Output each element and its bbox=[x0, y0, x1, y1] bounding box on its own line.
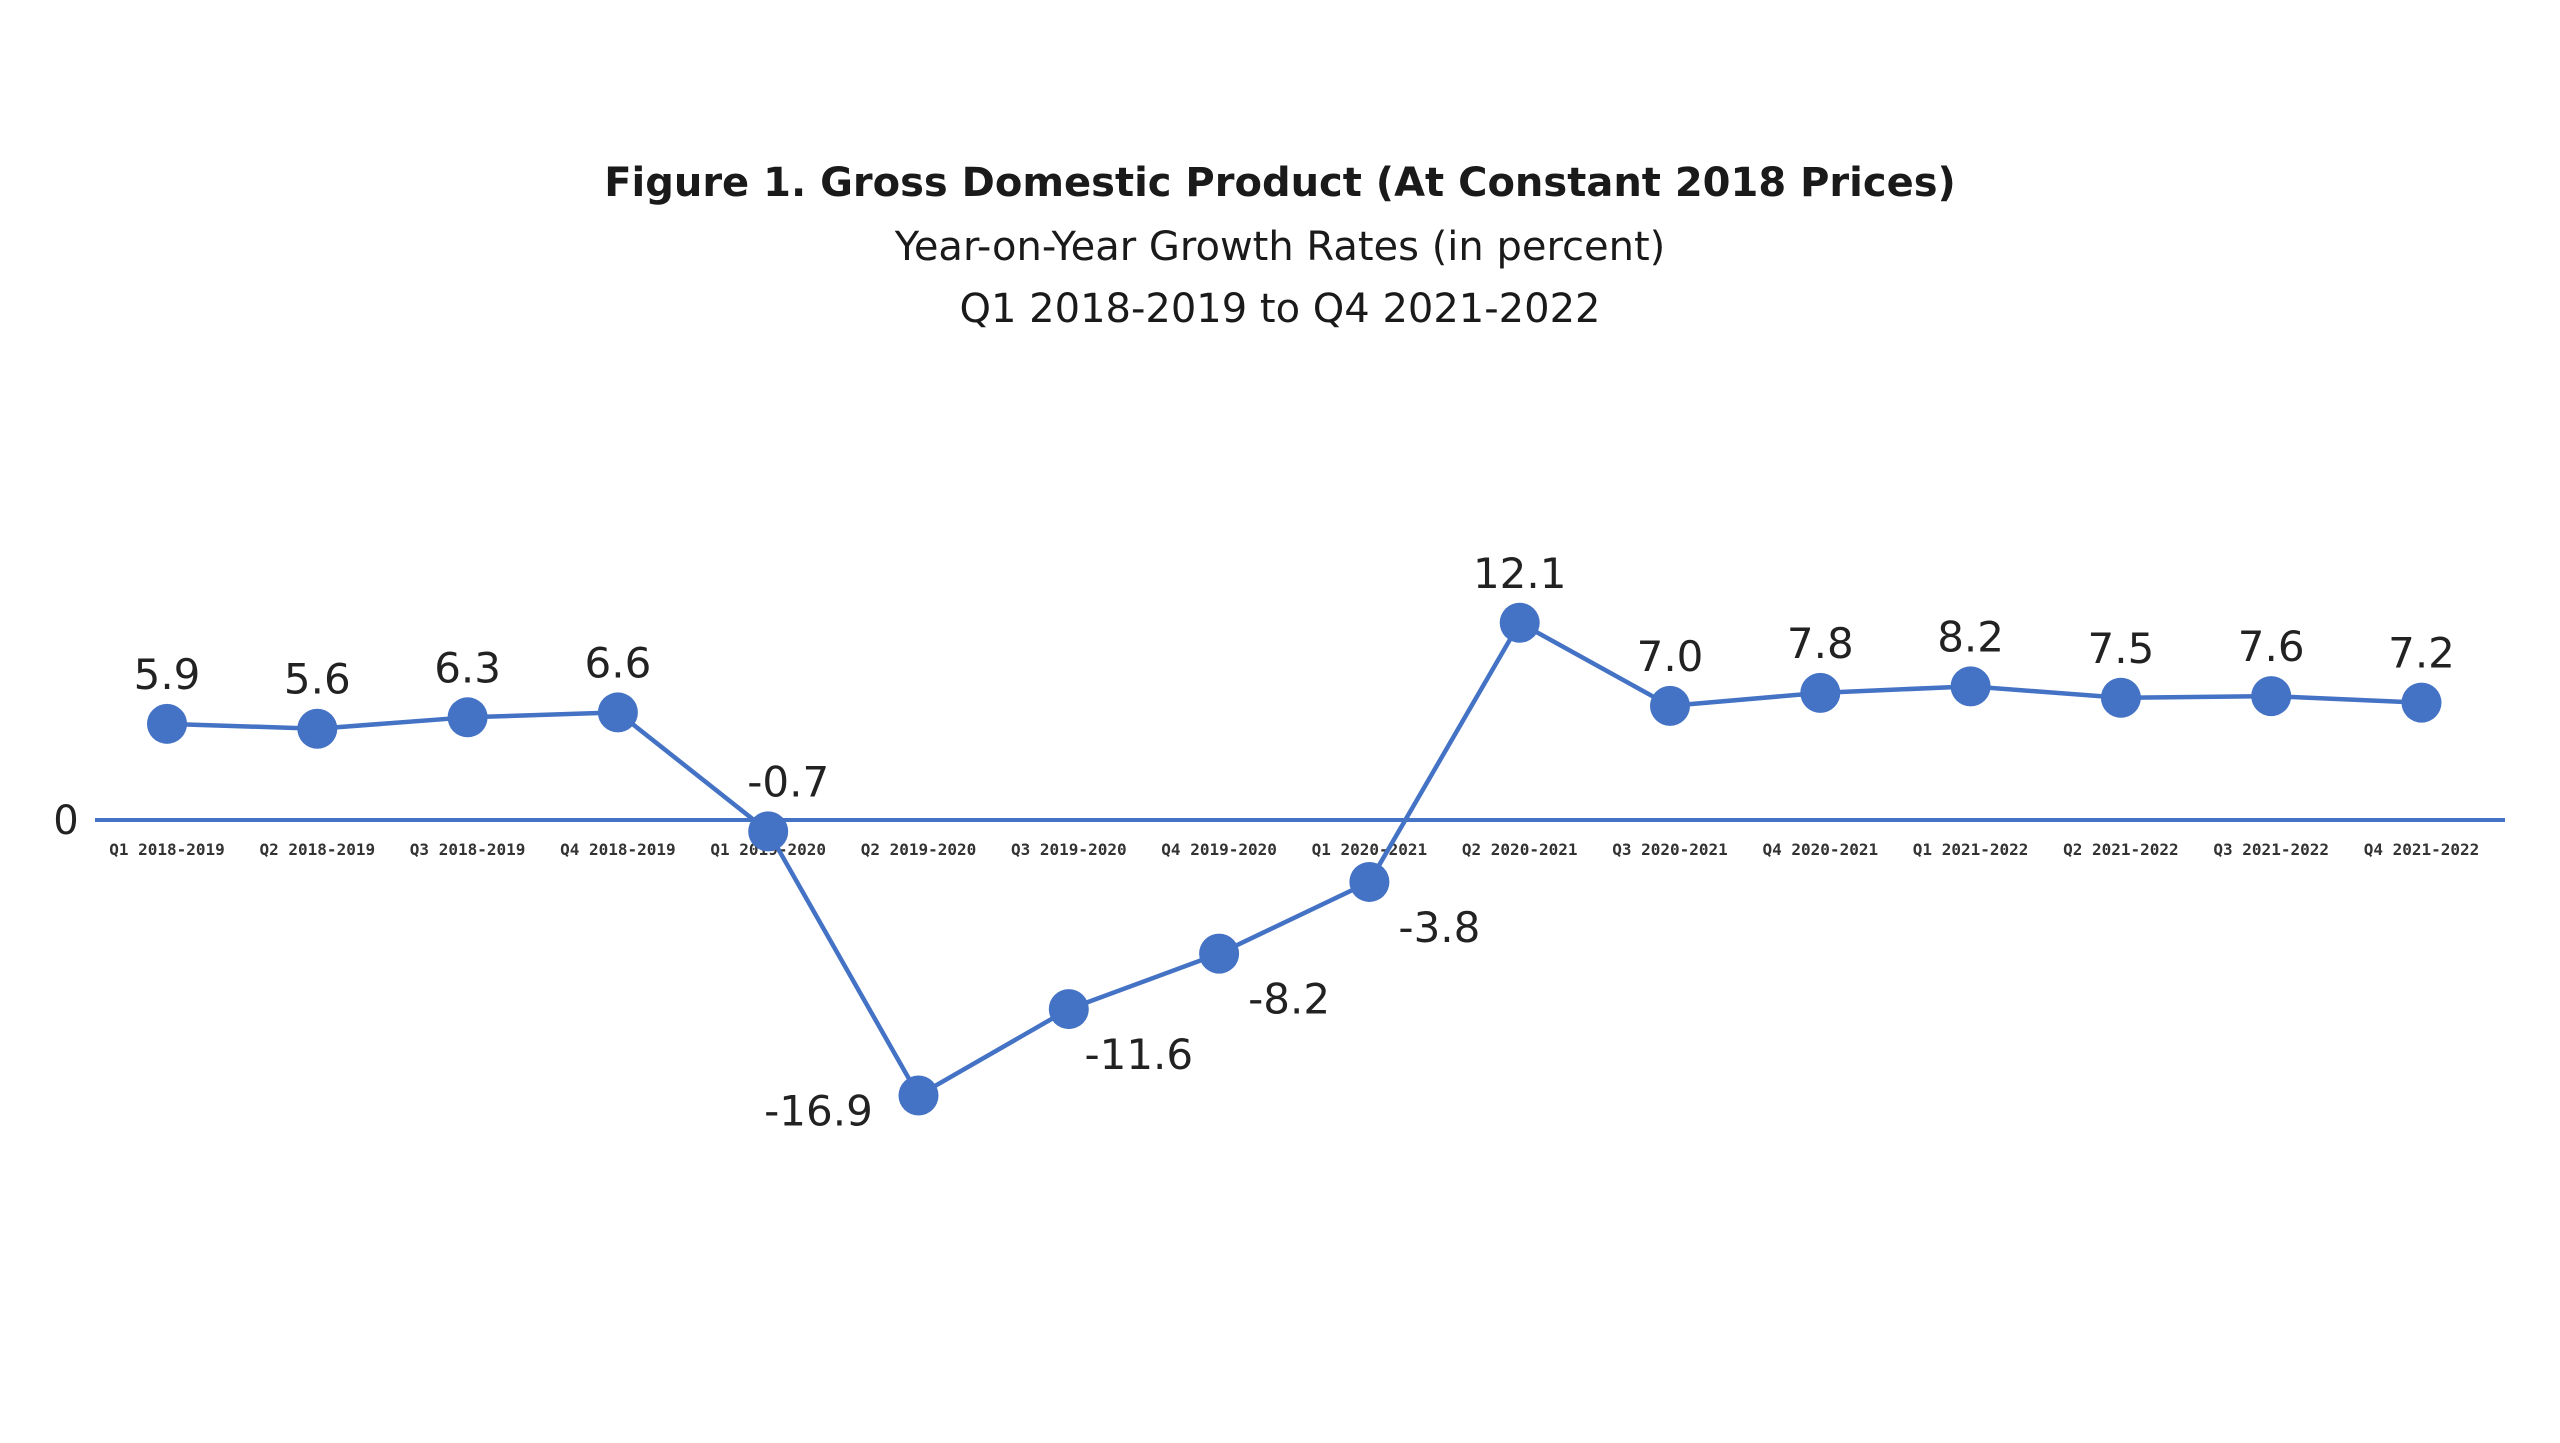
chart-subtitle-period: Q1 2018-2019 to Q4 2021-2022 bbox=[959, 286, 1601, 332]
data-point bbox=[597, 692, 638, 733]
x-tick-label: Q3 2021-2022 bbox=[2213, 840, 2329, 859]
data-label: 7.6 bbox=[2238, 622, 2305, 671]
data-point bbox=[1650, 685, 1690, 726]
y-axis-zero-label: 0 bbox=[53, 798, 78, 844]
data-label: 7.5 bbox=[2088, 624, 2155, 673]
data-label: 7.0 bbox=[1637, 632, 1704, 681]
x-tick-label: Q4 2018-2019 bbox=[560, 840, 676, 859]
data-point bbox=[898, 1075, 939, 1116]
data-point bbox=[1950, 666, 1991, 707]
x-tick-label: Q3 2020-2021 bbox=[1612, 840, 1728, 859]
data-point bbox=[1499, 602, 1540, 643]
data-label: 6.3 bbox=[434, 643, 501, 692]
data-label: -0.7 bbox=[747, 757, 829, 806]
x-tick-label: Q2 2020-2021 bbox=[1462, 840, 1578, 859]
data-point bbox=[147, 703, 187, 744]
data-label: 5.6 bbox=[284, 655, 351, 704]
data-point bbox=[1199, 933, 1240, 974]
data-label: -3.8 bbox=[1398, 903, 1480, 952]
data-point bbox=[1048, 989, 1089, 1030]
series-line bbox=[164, 620, 2424, 1098]
x-tick-label: Q1 2020-2021 bbox=[1312, 840, 1428, 859]
x-tick-label: Q4 2021-2022 bbox=[2364, 840, 2480, 859]
chart-titles: Figure 1. Gross Domestic Product (At Con… bbox=[0, 150, 2560, 340]
x-tick-label: Q4 2020-2021 bbox=[1763, 840, 1879, 859]
data-point bbox=[297, 708, 338, 749]
data-label: -8.2 bbox=[1248, 975, 1330, 1024]
data-point bbox=[447, 697, 488, 738]
data-point bbox=[1349, 861, 1390, 902]
chart-subtitle: Year-on-Year Growth Rates (in percent) bbox=[894, 224, 1666, 270]
x-tick-label: Q3 2019-2020 bbox=[1011, 840, 1127, 859]
data-label: 6.6 bbox=[585, 638, 652, 687]
x-tick-label: Q2 2021-2022 bbox=[2063, 840, 2179, 859]
data-point bbox=[1800, 672, 1841, 713]
data-label: -11.6 bbox=[1084, 1030, 1193, 1079]
data-label: 5.9 bbox=[134, 650, 201, 699]
data-point bbox=[2100, 677, 2141, 718]
data-label: 7.8 bbox=[1787, 619, 1854, 668]
data-point bbox=[2401, 682, 2442, 723]
x-tick-label: Q2 2018-2019 bbox=[260, 840, 376, 859]
x-tick-label: Q2 2019-2020 bbox=[861, 840, 977, 859]
data-label: 12.1 bbox=[1473, 549, 1567, 598]
data-label: 8.2 bbox=[1937, 612, 2004, 661]
chart-title: Figure 1. Gross Domestic Product (At Con… bbox=[604, 160, 1956, 206]
data-point bbox=[748, 811, 789, 852]
x-tick-label: Q1 2021-2022 bbox=[1913, 840, 2029, 859]
x-tick-label: Q3 2018-2019 bbox=[410, 840, 526, 859]
x-tick-label: Q4 2019-2020 bbox=[1161, 840, 1277, 859]
data-point bbox=[2251, 676, 2292, 717]
data-label: -16.9 bbox=[764, 1086, 873, 1135]
x-tick-label: Q1 2018-2019 bbox=[109, 840, 225, 859]
data-label: 7.2 bbox=[2388, 629, 2455, 678]
